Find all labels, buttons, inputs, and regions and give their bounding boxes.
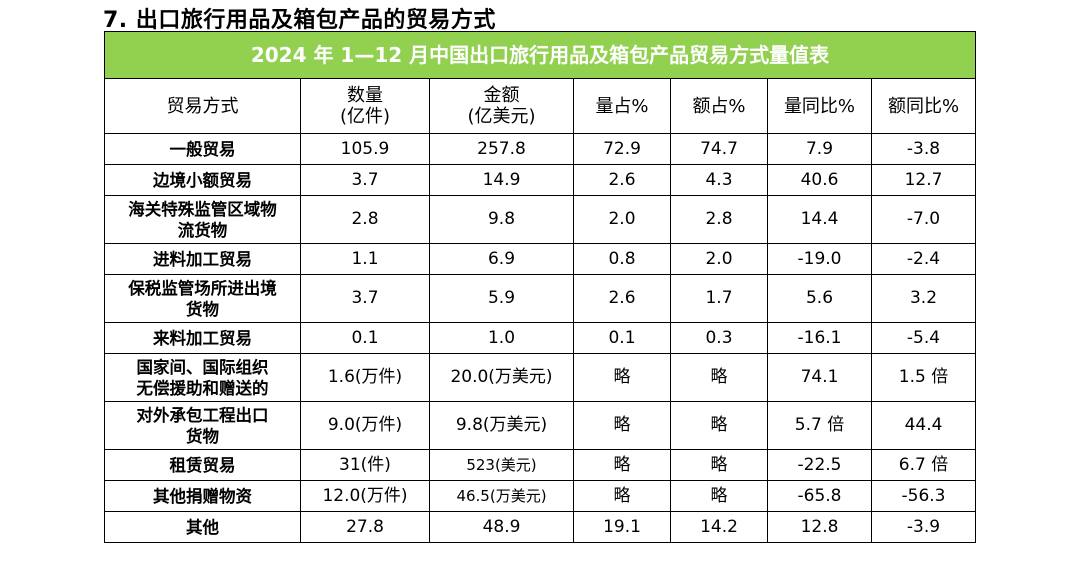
- cell-val-share: 2.0: [670, 243, 768, 275]
- table-row: 保税监管场所进出境 货物 3.7 5.9 2.6 1.7 5.6 3.2: [104, 274, 977, 323]
- cell-qty-yoy: -65.8: [767, 480, 872, 512]
- cell-val-share: 0.3: [670, 322, 768, 354]
- cell-qty-share: 0.1: [573, 322, 671, 354]
- cell-val-share: 略: [670, 401, 768, 450]
- header-mode: 贸易方式: [104, 78, 301, 134]
- cell-val-yoy: 12.7: [870, 164, 977, 196]
- cell-qty-share: 2.6: [573, 274, 671, 323]
- cell-val-share: 74.7: [670, 133, 768, 165]
- cell-val-yoy: -3.9: [870, 511, 977, 543]
- row-label: 进料加工贸易: [104, 243, 301, 275]
- cell-value: 257.8: [429, 133, 574, 165]
- header-quantity: 数量 (亿件): [300, 78, 430, 134]
- cell-qty-yoy: -16.1: [767, 322, 872, 354]
- cell-quantity: 3.7: [300, 164, 430, 196]
- header-val-share: 额占%: [670, 78, 768, 134]
- cell-quantity: 1.6(万件): [300, 353, 430, 402]
- table-caption: 2024 年 1—12 月中国出口旅行用品及箱包产品贸易方式量值表: [103, 31, 977, 79]
- cell-qty-yoy: 14.4: [767, 195, 872, 244]
- cell-value: 46.5(万美元): [429, 480, 574, 512]
- row-label: 其他: [104, 511, 301, 543]
- cell-qty-yoy: 5.7 倍: [767, 401, 872, 450]
- table-row: 一般贸易 105.9 257.8 72.9 74.7 7.9 -3.8: [104, 133, 977, 165]
- cell-qty-yoy: 40.6: [767, 164, 872, 196]
- cell-val-share: 略: [670, 353, 768, 402]
- cell-qty-yoy: 74.1: [767, 353, 872, 402]
- cell-qty-yoy: 7.9: [767, 133, 872, 165]
- cell-quantity: 0.1: [300, 322, 430, 354]
- cell-val-yoy: -3.8: [870, 133, 977, 165]
- cell-val-yoy: 6.7 倍: [870, 449, 977, 481]
- cell-quantity: 105.9: [300, 133, 430, 165]
- row-label: 一般贸易: [104, 133, 301, 165]
- cell-qty-share: 2.6: [573, 164, 671, 196]
- table-row: 边境小额贸易 3.7 14.9 2.6 4.3 40.6 12.7: [104, 164, 977, 196]
- cell-value: 5.9: [429, 274, 574, 323]
- cell-qty-yoy: 5.6: [767, 274, 872, 323]
- cell-val-share: 14.2: [670, 511, 768, 543]
- row-label: 租赁贸易: [104, 449, 301, 481]
- cell-val-share: 1.7: [670, 274, 768, 323]
- cell-val-yoy: -5.4: [870, 322, 977, 354]
- cell-value: 14.9: [429, 164, 574, 196]
- cell-quantity: 2.8: [300, 195, 430, 244]
- header-value: 金额 (亿美元): [429, 78, 574, 134]
- header-qty-yoy: 量同比%: [767, 78, 872, 134]
- cell-qty-yoy: -19.0: [767, 243, 872, 275]
- header-val-yoy: 额同比%: [870, 78, 977, 134]
- cell-value: 523(美元): [429, 449, 574, 481]
- table-header-row: 贸易方式 数量 (亿件) 金额 (亿美元) 量占% 额占% 量同比% 额同比%: [104, 78, 977, 134]
- cell-val-share: 4.3: [670, 164, 768, 196]
- cell-val-yoy: 1.5 倍: [870, 353, 977, 402]
- cell-val-share: 2.8: [670, 195, 768, 244]
- cell-value: 6.9: [429, 243, 574, 275]
- cell-quantity: 9.0(万件): [300, 401, 430, 450]
- table-row: 来料加工贸易 0.1 1.0 0.1 0.3 -16.1 -5.4: [104, 322, 977, 354]
- table-row: 国家间、国际组织 无偿援助和赠送的 1.6(万件) 20.0(万美元) 略 略 7…: [104, 353, 977, 402]
- row-label: 边境小额贸易: [104, 164, 301, 196]
- header-qty-share: 量占%: [573, 78, 671, 134]
- cell-quantity: 27.8: [300, 511, 430, 543]
- trade-mode-table: 2024 年 1—12 月中国出口旅行用品及箱包产品贸易方式量值表 贸易方式 数…: [103, 31, 977, 543]
- cell-qty-share: 略: [573, 353, 671, 402]
- table-row: 租赁贸易 31(件) 523(美元) 略 略 -22.5 6.7 倍: [104, 449, 977, 481]
- cell-qty-share: 略: [573, 401, 671, 450]
- table-row: 其他捐赠物资 12.0(万件) 46.5(万美元) 略 略 -65.8 -56.…: [104, 480, 977, 512]
- cell-val-share: 略: [670, 449, 768, 481]
- cell-val-yoy: -56.3: [870, 480, 977, 512]
- cell-quantity: 31(件): [300, 449, 430, 481]
- section-title: 7. 出口旅行用品及箱包产品的贸易方式: [103, 8, 496, 33]
- cell-val-yoy: -2.4: [870, 243, 977, 275]
- row-label: 保税监管场所进出境 货物: [104, 274, 301, 323]
- row-label: 其他捐赠物资: [104, 480, 301, 512]
- cell-value: 9.8(万美元): [429, 401, 574, 450]
- row-label: 来料加工贸易: [104, 322, 301, 354]
- row-label: 国家间、国际组织 无偿援助和赠送的: [104, 353, 301, 402]
- row-label: 对外承包工程出口 货物: [104, 401, 301, 450]
- cell-val-yoy: 44.4: [870, 401, 977, 450]
- table-row: 对外承包工程出口 货物 9.0(万件) 9.8(万美元) 略 略 5.7 倍 44…: [104, 401, 977, 450]
- row-label: 海关特殊监管区域物 流货物: [104, 195, 301, 244]
- cell-val-yoy: -7.0: [870, 195, 977, 244]
- cell-qty-share: 略: [573, 480, 671, 512]
- cell-qty-share: 2.0: [573, 195, 671, 244]
- cell-qty-share: 略: [573, 449, 671, 481]
- table-row: 其他 27.8 48.9 19.1 14.2 12.8 -3.9: [104, 511, 977, 543]
- cell-value: 20.0(万美元): [429, 353, 574, 402]
- cell-value: 1.0: [429, 322, 574, 354]
- cell-val-yoy: 3.2: [870, 274, 977, 323]
- cell-quantity: 12.0(万件): [300, 480, 430, 512]
- cell-val-share: 略: [670, 480, 768, 512]
- cell-value: 48.9: [429, 511, 574, 543]
- cell-qty-share: 72.9: [573, 133, 671, 165]
- cell-quantity: 3.7: [300, 274, 430, 323]
- cell-value: 9.8: [429, 195, 574, 244]
- cell-qty-share: 0.8: [573, 243, 671, 275]
- table-row: 进料加工贸易 1.1 6.9 0.8 2.0 -19.0 -2.4: [104, 243, 977, 275]
- table-row: 海关特殊监管区域物 流货物 2.8 9.8 2.0 2.8 14.4 -7.0: [104, 195, 977, 244]
- cell-qty-share: 19.1: [573, 511, 671, 543]
- cell-quantity: 1.1: [300, 243, 430, 275]
- cell-qty-yoy: 12.8: [767, 511, 872, 543]
- cell-qty-yoy: -22.5: [767, 449, 872, 481]
